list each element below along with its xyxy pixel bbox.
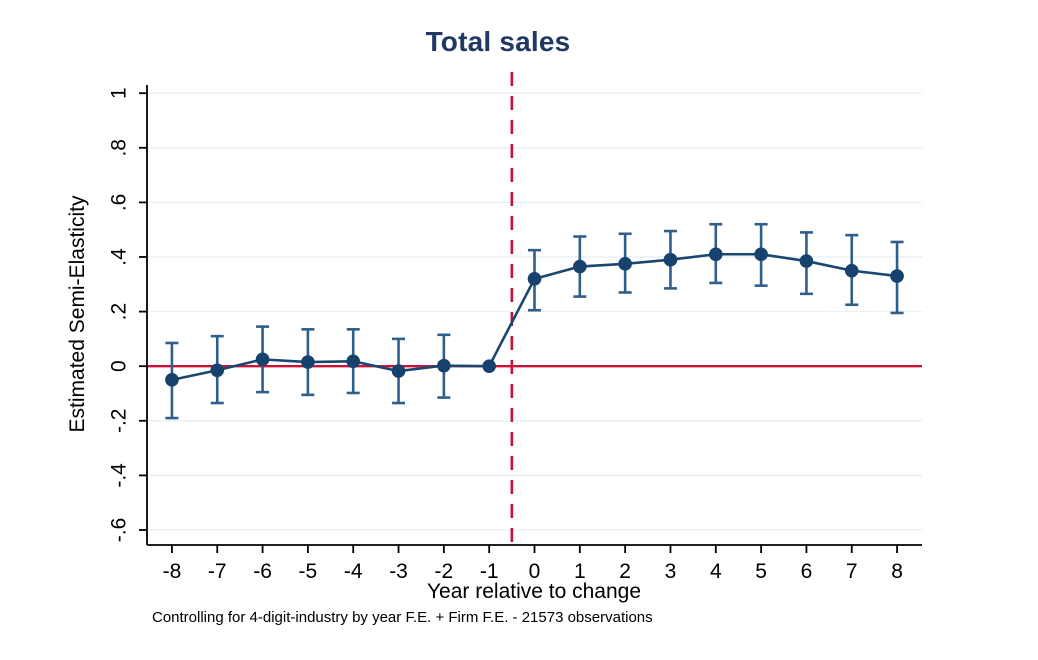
svg-text:3: 3 (665, 560, 677, 583)
svg-text:-.4: -.4 (108, 463, 131, 488)
svg-text:-.6: -.6 (108, 518, 131, 543)
data-point (482, 359, 496, 373)
data-point (618, 257, 632, 271)
svg-text:-2: -2 (435, 560, 454, 583)
data-point (391, 364, 406, 378)
x-axis-title: Year relative to change (427, 580, 641, 603)
svg-text:7: 7 (846, 560, 858, 583)
svg-text:-3: -3 (389, 560, 408, 583)
svg-text:4: 4 (710, 560, 722, 583)
svg-text:1: 1 (108, 87, 131, 99)
chart-note: Controlling for 4-digit-industry by year… (152, 609, 653, 626)
data-point (663, 252, 678, 267)
svg-text:5: 5 (755, 560, 767, 583)
svg-text:0: 0 (108, 360, 131, 372)
data-point (799, 254, 814, 268)
y-tick-labels: 1 .8 .6 .4 .2 0 -.2 -.4 -.6 (108, 87, 131, 542)
gridlines (148, 92, 922, 531)
svg-text:-5: -5 (299, 560, 318, 583)
svg-text:-6: -6 (253, 560, 272, 583)
data-point (708, 247, 723, 262)
data-point (301, 355, 315, 369)
svg-text:2: 2 (619, 560, 631, 583)
svg-text:0: 0 (529, 560, 541, 583)
data-point (573, 259, 587, 274)
data-point (437, 358, 451, 373)
confidence-intervals (165, 222, 904, 420)
svg-text:-7: -7 (208, 560, 227, 583)
svg-text:-4: -4 (344, 560, 363, 583)
svg-text:-8: -8 (163, 560, 182, 583)
data-point (844, 263, 859, 278)
svg-text:-.2: -.2 (108, 409, 131, 434)
svg-text:8: 8 (891, 560, 903, 583)
chart-title: Total sales (425, 26, 571, 57)
svg-text:.2: .2 (108, 303, 131, 321)
data-point (165, 373, 179, 387)
data-point (754, 247, 768, 262)
data-point (346, 354, 361, 369)
series-markers (165, 247, 904, 387)
svg-text:.6: .6 (108, 194, 131, 212)
data-point (255, 352, 270, 367)
svg-text:1: 1 (574, 560, 586, 583)
svg-text:6: 6 (801, 560, 813, 583)
y-axis-title: Estimated Semi-Elasticity (66, 195, 89, 432)
data-point (210, 363, 225, 378)
data-point (527, 272, 542, 286)
svg-text:-1: -1 (480, 560, 499, 583)
svg-text:.4: .4 (108, 248, 131, 266)
svg-text:.8: .8 (108, 139, 131, 157)
x-tick-labels: -8 -7 -6 -5 -4 -3 -2 -1 0 1 2 3 4 5 6 7 8 (163, 545, 903, 583)
data-point (890, 269, 904, 283)
